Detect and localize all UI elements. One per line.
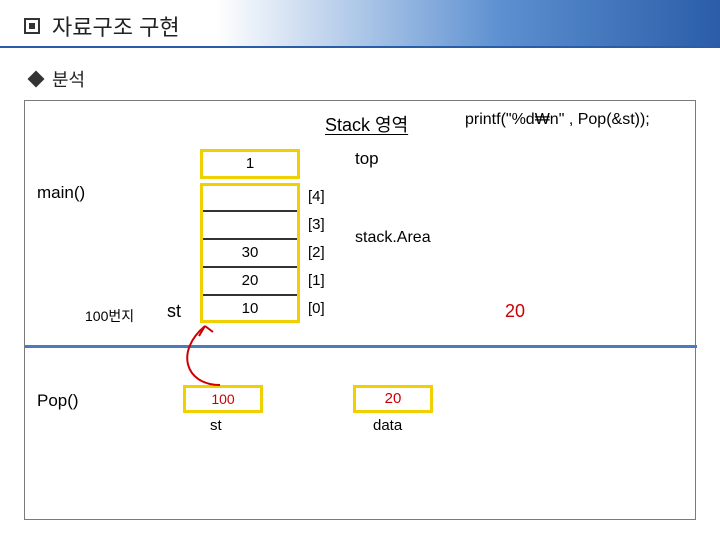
page-title: 자료구조 구현 [52,10,180,42]
result-value: 20 [505,301,525,322]
top-value-box: 1 [200,149,300,179]
pop-st-label: st [210,417,222,434]
stack-idx-0: [0] [300,295,340,323]
arrow-curve-icon [165,311,245,401]
stack-cell-1: 20 [200,267,300,295]
stackarea-label: stack.Area [355,229,431,247]
main-label: main() [37,183,85,203]
subtitle: 분석 [52,66,85,92]
stack-idx-4: [4] [300,183,340,211]
stack-cell-3 [200,211,300,239]
pop-data-box: 20 [353,385,433,413]
stack-idx-3: [3] [300,211,340,239]
addr-label: 100번지 [85,306,134,326]
square-bullet-icon [24,18,40,34]
pop-data-label: data [373,417,402,434]
content-area: Stack 영역 printf("%d₩n" , Pop(&st)); 1 to… [24,100,696,520]
stack-cell-4 [200,183,300,211]
subtitle-row: 분석 [30,66,85,92]
top-label: top [355,149,379,169]
diamond-bullet-icon [28,71,45,88]
stack-idx-1: [1] [300,267,340,295]
divider-line [25,345,697,348]
stack-idx-2: [2] [300,239,340,267]
stack-title: Stack 영역 [325,111,408,137]
title-row: 자료구조 구현 [24,10,180,42]
pop-label: Pop() [37,391,79,411]
stack-table: [4] [3] 30[2] 20[1] 10[0] [200,183,340,323]
printf-line: printf("%d₩n" , Pop(&st)); [465,111,650,129]
stack-cell-2: 30 [200,239,300,267]
